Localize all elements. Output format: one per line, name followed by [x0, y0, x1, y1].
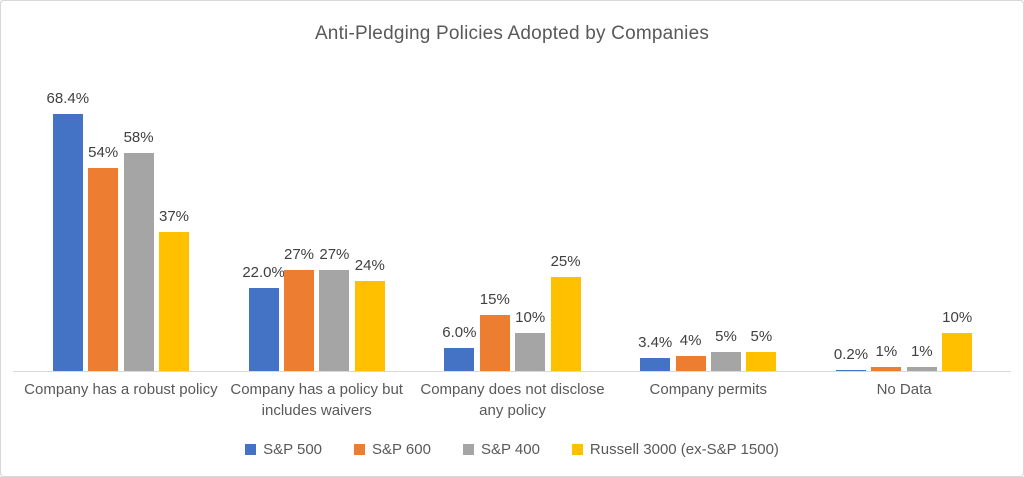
bar: [640, 358, 671, 371]
value-label: 5%: [715, 328, 737, 345]
value-label: 24%: [354, 257, 385, 274]
value-label: 5%: [750, 328, 773, 345]
legend-label: S&P 600: [372, 441, 431, 458]
bar: [479, 315, 510, 371]
legend-item: Russell 3000 (ex-S&P 1500): [571, 441, 779, 458]
value-label: 3.4%: [638, 334, 673, 351]
bar: [248, 288, 279, 371]
legend-swatch-icon: [245, 444, 257, 455]
legend-item: S&P 500: [245, 441, 322, 458]
value-label: 54%: [88, 144, 119, 161]
bar: [836, 370, 866, 371]
bar: [444, 348, 475, 371]
value-label: 1%: [875, 343, 898, 360]
chart-title: Anti-Pledging Policies Adopted by Compan…: [314, 23, 710, 44]
value-label: 27%: [283, 246, 315, 263]
value-label: 10%: [942, 309, 973, 326]
value-label: 68.4%: [46, 90, 90, 107]
bar: [123, 153, 154, 371]
legend-swatch-icon: [462, 444, 474, 455]
bar: [871, 367, 902, 371]
value-label: 22.0%: [242, 264, 285, 281]
legend-item: S&P 400: [462, 441, 540, 458]
value-label: 58%: [123, 129, 154, 146]
bar: [550, 277, 581, 371]
x-axis-line: [13, 371, 1011, 372]
value-label: 6.0%: [442, 324, 477, 341]
category-label: Company does not disclose any policy: [420, 381, 605, 419]
category-label: Company has a policy but includes waiver…: [230, 381, 403, 419]
category-label: No Data: [876, 381, 932, 398]
value-label: 25%: [550, 253, 581, 270]
bar: [159, 232, 189, 371]
bar: [675, 356, 706, 371]
bar: [354, 281, 385, 371]
value-label: 0.2%: [833, 346, 869, 363]
value-label: 10%: [515, 309, 546, 326]
bar: [284, 270, 314, 371]
legend: S&P 500 S&P 600 S&P 400 Russell 3000 (ex-S&…: [1, 441, 1023, 458]
bar: [746, 352, 777, 371]
legend-label: Russell 3000 (ex-S&P 1500): [589, 441, 779, 458]
value-label: 27%: [319, 246, 350, 263]
bar: [319, 270, 350, 371]
bar: [942, 333, 973, 371]
bar: [52, 114, 83, 371]
value-label: 15%: [479, 291, 510, 308]
bar: [906, 367, 937, 371]
legend-swatch-icon: [354, 444, 366, 455]
legend-swatch-icon: [571, 444, 583, 455]
bar: [515, 333, 546, 371]
category-label: Company permits: [649, 381, 768, 398]
value-label: 37%: [158, 208, 190, 225]
value-label: 4%: [679, 332, 702, 349]
legend-item: S&P 600: [354, 441, 431, 458]
legend-label: S&P 500: [263, 441, 323, 458]
bar: [711, 352, 741, 371]
bar: [88, 168, 119, 371]
legend-label: S&P 400: [480, 441, 540, 458]
value-label: 1%: [910, 343, 933, 360]
category-label: Company has a robust policy: [24, 381, 218, 398]
